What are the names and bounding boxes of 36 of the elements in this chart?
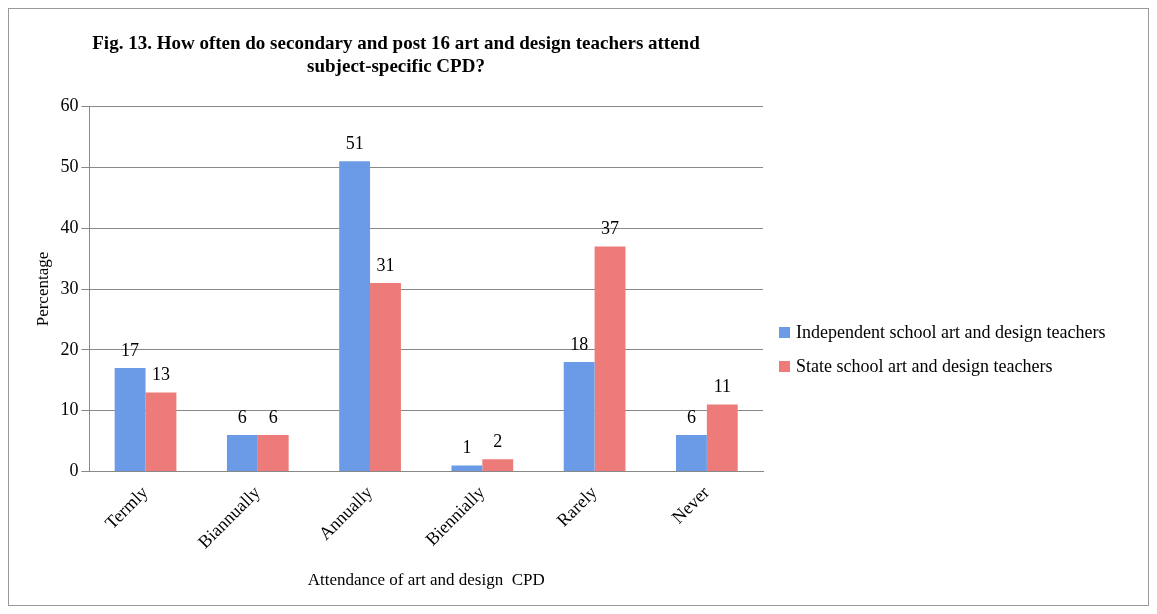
data-label: 6 <box>237 406 247 427</box>
bar <box>451 465 483 471</box>
y-tick-label: 60 <box>60 95 79 116</box>
data-label: 51 <box>345 133 364 154</box>
data-label: 37 <box>601 218 620 239</box>
y-tick-label: 30 <box>60 277 79 298</box>
legend-label: Independent school art and design teachers <box>796 321 1106 343</box>
bar <box>257 434 289 471</box>
y-tick-label: 0 <box>69 460 79 481</box>
bar <box>594 246 626 471</box>
data-label: 18 <box>570 333 589 354</box>
bar <box>563 362 595 471</box>
bar <box>339 161 371 471</box>
data-label: 17 <box>121 339 140 360</box>
data-label: 1 <box>462 437 472 458</box>
chart-title: Fig. 13. How often do secondary and post 16 art and design teachers attend subject-specific CPD? <box>92 32 701 77</box>
data-label: 13 <box>151 364 170 385</box>
x-axis-title: Attendance of art and design CPD <box>307 570 545 590</box>
bar <box>370 282 401 471</box>
data-label: 2 <box>493 431 503 452</box>
bar <box>226 434 258 471</box>
legend-label: State school art and design teachers <box>796 355 1053 377</box>
bar <box>114 368 146 471</box>
y-tick-label: 50 <box>60 156 79 177</box>
data-label: 11 <box>713 376 731 397</box>
data-label: 6 <box>268 406 278 427</box>
y-tick-label: 40 <box>60 216 79 237</box>
bar <box>706 404 738 471</box>
bar <box>675 434 707 471</box>
data-label: 6 <box>686 406 696 427</box>
data-label: 31 <box>376 254 395 275</box>
y-tick-label: 20 <box>60 338 79 359</box>
y-axis-title: Percentage <box>32 251 52 327</box>
bar <box>482 459 514 471</box>
bar <box>145 392 177 471</box>
y-tick-label: 10 <box>60 399 79 420</box>
